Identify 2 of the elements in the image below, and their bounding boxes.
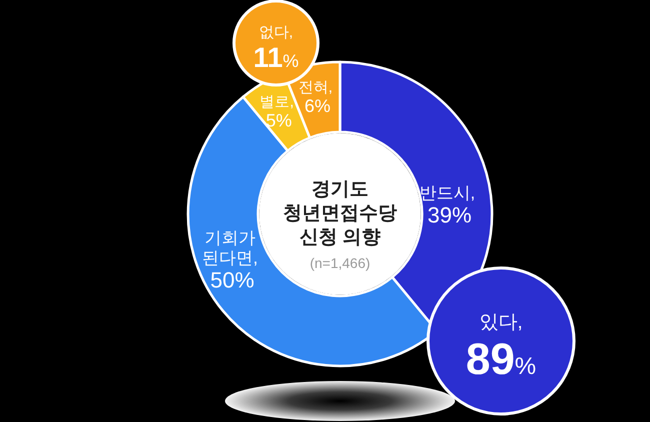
- text: (n=1,466): [310, 255, 370, 271]
- text: 경기도 청년면접수당 신청 의향: [283, 179, 397, 248]
